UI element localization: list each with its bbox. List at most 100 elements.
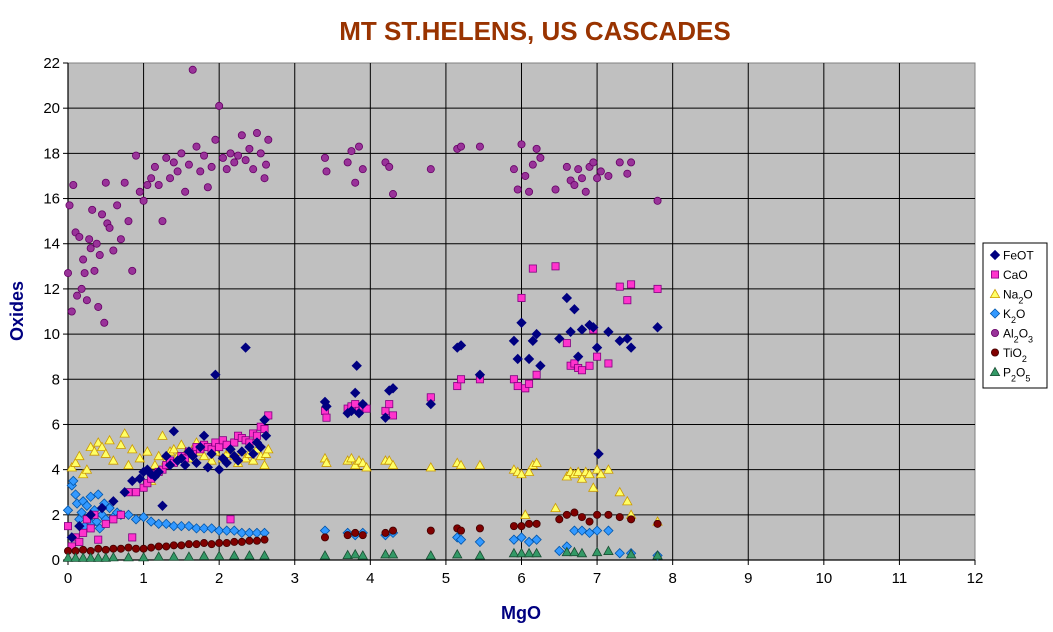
feot-point xyxy=(191,457,202,469)
al2o3-point xyxy=(203,183,212,192)
tio2-point xyxy=(237,537,246,546)
k2o-point xyxy=(104,502,115,514)
na2o-point xyxy=(168,443,180,454)
legend-marker xyxy=(989,288,1001,299)
p2o5-point xyxy=(138,551,149,562)
cao-point xyxy=(604,359,613,368)
feot-point xyxy=(127,475,138,487)
tio2-point xyxy=(517,522,526,531)
al2o3-point xyxy=(192,142,201,151)
na2o-point xyxy=(85,441,96,452)
legend-item: TiO2 xyxy=(991,346,1027,364)
feot-point xyxy=(625,342,637,353)
legend-marker xyxy=(989,249,1001,261)
al2o3-point xyxy=(113,201,122,210)
na2o-point xyxy=(357,457,369,467)
al2o3-point xyxy=(85,235,94,244)
tio2-point xyxy=(192,540,201,549)
al2o3-point xyxy=(234,151,243,160)
al2o3-point xyxy=(177,149,186,158)
tio2-point xyxy=(426,526,435,535)
y-tick-label: 8 xyxy=(52,371,60,388)
al2o3-point xyxy=(536,153,545,162)
p2o5-point xyxy=(85,552,96,562)
cao-point xyxy=(215,443,224,452)
feot-point xyxy=(195,441,206,453)
cao-point xyxy=(615,282,624,291)
feot-point xyxy=(221,457,232,469)
tio2-point xyxy=(139,544,148,553)
al2o3-point xyxy=(188,65,197,74)
feot-point xyxy=(565,326,576,337)
na2o-point xyxy=(561,470,573,481)
tio2-point xyxy=(252,536,261,545)
al2o3-point xyxy=(143,180,152,189)
na2o-point xyxy=(126,443,138,454)
y-tick-label: 22 xyxy=(43,55,60,72)
al2o3-point xyxy=(570,180,579,189)
feot-point xyxy=(153,466,164,478)
tio2-point xyxy=(169,541,178,550)
al2o3-point xyxy=(166,174,175,183)
al2o3-point xyxy=(525,187,534,196)
tio2-point xyxy=(222,539,231,548)
x-tick-label: 5 xyxy=(442,570,450,587)
feot-point xyxy=(168,426,179,437)
al2o3-point xyxy=(517,140,526,149)
x-tick-label: 10 xyxy=(815,570,832,587)
cao-point xyxy=(116,510,125,519)
tio2-point xyxy=(627,515,636,524)
na2o-point xyxy=(157,430,168,440)
al2o3-point xyxy=(653,196,662,205)
cao-point xyxy=(64,522,73,531)
feot-point xyxy=(157,500,168,511)
cao-point xyxy=(577,366,586,375)
al2o3-point xyxy=(358,165,367,174)
na2o-point xyxy=(387,459,399,470)
tio2-point xyxy=(570,508,579,517)
k2o-point xyxy=(85,491,96,502)
feot-point xyxy=(179,459,191,471)
al2o3-point xyxy=(513,185,522,194)
feot-point xyxy=(351,360,362,371)
na2o-point xyxy=(123,459,134,470)
cao-point xyxy=(132,488,141,497)
k2o-point xyxy=(138,511,149,523)
na2o-point xyxy=(361,461,372,472)
p2o5-point xyxy=(92,552,104,562)
p2o5-point xyxy=(77,552,89,562)
feot-point xyxy=(248,448,259,459)
legend-label: Na2O xyxy=(1003,288,1033,306)
feot-point xyxy=(202,462,213,473)
tio2-point xyxy=(230,537,239,546)
k2o-point xyxy=(614,548,625,559)
k2o-point xyxy=(183,520,195,532)
tio2-point xyxy=(184,540,193,549)
k2o-point xyxy=(236,527,248,539)
k2o-point xyxy=(508,534,520,545)
legend-marker xyxy=(989,308,1001,319)
x-tick-label: 11 xyxy=(892,570,908,587)
al2o3-point xyxy=(237,131,246,140)
cao-point xyxy=(101,519,110,528)
tio2-point xyxy=(577,513,586,522)
k2o-point xyxy=(198,523,210,534)
al2o3-point xyxy=(105,223,114,232)
al2o3-point xyxy=(457,142,466,151)
x-tick-label: 6 xyxy=(517,570,525,587)
al2o3-point xyxy=(154,180,163,189)
cao-point xyxy=(532,370,541,379)
al2o3-point xyxy=(574,165,583,174)
feot-point xyxy=(353,407,365,419)
p2o5-point xyxy=(319,550,331,560)
na2o-point xyxy=(474,459,486,470)
tio2-point xyxy=(509,522,518,531)
legend-marker xyxy=(991,270,1000,279)
tio2-point xyxy=(604,510,613,519)
feot-point xyxy=(164,459,176,471)
p2o5-point xyxy=(213,550,225,560)
feot-point xyxy=(380,412,391,423)
x-tick-label: 9 xyxy=(744,570,752,587)
p2o5-point xyxy=(425,550,437,560)
